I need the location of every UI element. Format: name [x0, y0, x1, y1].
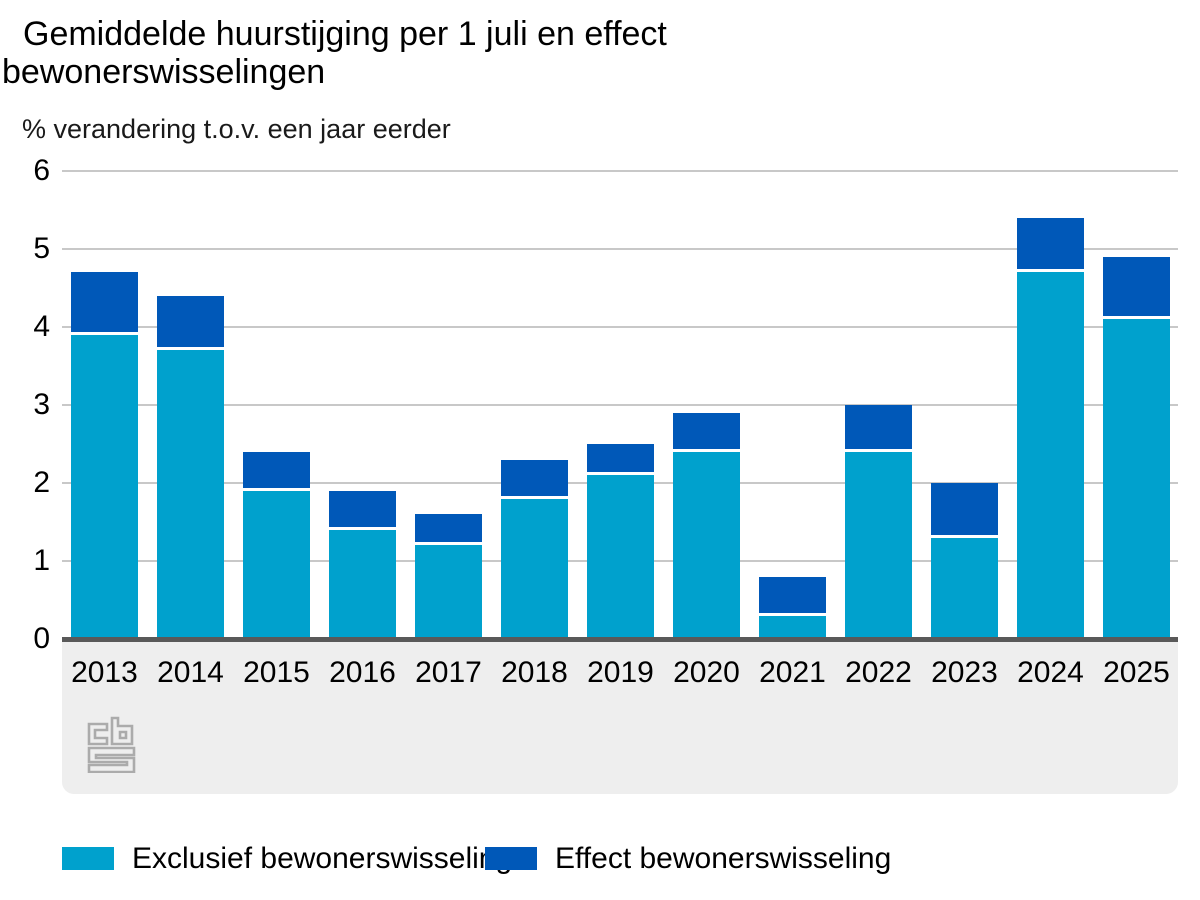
bar-segment-exclusief-2021	[759, 615, 826, 639]
x-axis-label-2017: 2017	[415, 656, 482, 689]
bar-2015	[243, 451, 310, 639]
bar-segment-exclusief-2019	[587, 475, 654, 639]
bar-segment-exclusief-2023	[931, 537, 998, 639]
bar-segment-effect-2017	[415, 514, 482, 546]
bar-2013	[71, 272, 138, 639]
bar-segment-effect-2020	[673, 412, 740, 452]
bar-2021	[759, 576, 826, 639]
bar-segment-effect-2019	[587, 444, 654, 476]
bar-2016	[329, 490, 396, 639]
x-axis-strip: 2013 2014 2015 2016 2017 2018 2019 2020 2021 2022…	[62, 642, 1178, 794]
bar-segment-effect-2013	[71, 272, 138, 335]
y-axis-label-1: 1	[33, 544, 50, 577]
bar-2018	[501, 459, 568, 639]
bar-segment-exclusief-2015	[243, 490, 310, 639]
bar-segment-effect-2015	[243, 451, 310, 491]
bar-segment-exclusief-2018	[501, 498, 568, 639]
y-axis-label-5: 5	[33, 232, 50, 265]
x-axis-label-2016: 2016	[329, 656, 396, 689]
x-axis-line	[62, 637, 1178, 642]
bar-segment-effect-2025	[1103, 256, 1170, 320]
bar-segment-effect-2024	[1017, 217, 1084, 273]
bar-segment-exclusief-2020	[673, 451, 740, 639]
y-axis-label-2: 2	[33, 466, 50, 499]
bar-segment-exclusief-2013	[71, 334, 138, 639]
bar-2023	[931, 483, 998, 639]
x-axis-label-2019: 2019	[587, 656, 654, 689]
gridline-4	[62, 326, 1178, 328]
bar-2020	[673, 412, 740, 639]
legend-label-effect: Effect bewonerswisseling	[555, 842, 892, 875]
bar-segment-exclusief-2014	[157, 350, 224, 639]
x-axis-label-2018: 2018	[501, 656, 568, 689]
x-axis-label-2022: 2022	[845, 656, 912, 689]
bar-2025	[1103, 256, 1170, 639]
x-axis-label-2024: 2024	[1017, 656, 1084, 689]
x-axis-label-2013: 2013	[71, 656, 138, 689]
cbs-logo-icon	[87, 716, 136, 773]
x-axis-label-2014: 2014	[157, 656, 224, 689]
bar-segment-exclusief-2025	[1103, 319, 1170, 639]
bar-segment-exclusief-2022	[845, 451, 912, 639]
bar-segment-effect-2014	[157, 295, 224, 351]
y-axis-label-3: 3	[33, 388, 50, 421]
bar-segment-effect-2022	[845, 405, 912, 452]
y-axis-label-0: 0	[33, 622, 50, 655]
bar-2019	[587, 444, 654, 639]
legend-swatch-effect	[485, 847, 537, 870]
legend: Exclusief bewonerswisseling Effect bewon…	[62, 842, 1162, 875]
y-axis-label-6: 6	[33, 154, 50, 187]
gridline-6	[62, 170, 1178, 172]
plot-area	[62, 170, 1178, 639]
bar-2024	[1017, 217, 1084, 639]
y-axis-unit-label: % verandering t.o.v. een jaar eerder	[22, 114, 451, 144]
bar-segment-exclusief-2017	[415, 545, 482, 639]
bar-segment-effect-2016	[329, 490, 396, 530]
x-axis-label-2021: 2021	[759, 656, 826, 689]
gridline-5	[62, 248, 1178, 250]
bar-segment-exclusief-2024	[1017, 272, 1084, 639]
bar-segment-exclusief-2016	[329, 529, 396, 639]
x-axis-label-2015: 2015	[243, 656, 310, 689]
x-axis-label-2020: 2020	[673, 656, 740, 689]
gridline-3	[62, 404, 1178, 406]
bar-2022	[845, 405, 912, 639]
x-axis-label-2023: 2023	[931, 656, 998, 689]
bar-2017	[415, 514, 482, 639]
bar-segment-effect-2021	[759, 576, 826, 616]
legend-swatch-exclusief	[62, 847, 114, 870]
y-axis-label-4: 4	[33, 310, 50, 343]
legend-label-exclusief: Exclusief bewonerswisseling	[132, 842, 513, 875]
chart-title: Gemiddelde huurstijging per 1 juli en ef…	[2, 15, 667, 91]
bar-2014	[157, 295, 224, 639]
x-axis-label-2025: 2025	[1103, 656, 1170, 689]
bar-segment-effect-2023	[931, 483, 998, 538]
bar-segment-effect-2018	[501, 459, 568, 499]
